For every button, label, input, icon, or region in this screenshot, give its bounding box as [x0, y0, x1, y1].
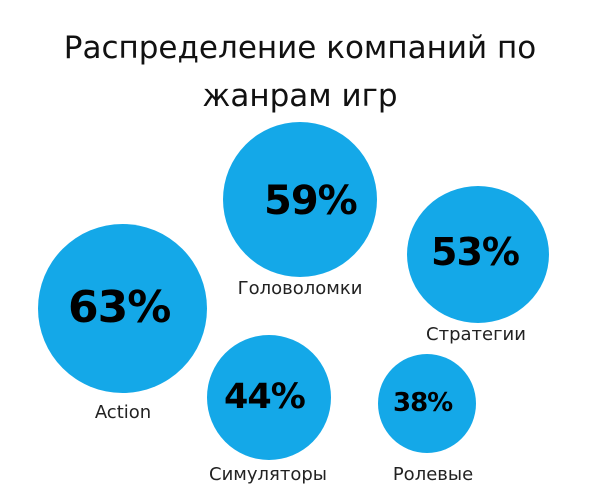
bubble-label-strategy: Стратегии	[426, 324, 526, 345]
bubble-action: 63%	[38, 224, 207, 393]
bubble-value-roleplay: 38%	[393, 388, 453, 418]
bubble-strategy: 53%	[407, 186, 549, 323]
bubble-value-action: 63%	[68, 282, 171, 333]
chart-title-line-1: Распределение компаний по	[63, 30, 537, 66]
bubble-roleplay: 38%	[378, 354, 476, 453]
bubble-label-simulators: Симуляторы	[209, 464, 327, 485]
bubble-value-puzzles: 59%	[264, 178, 358, 224]
bubble-label-puzzles: Головоломки	[237, 278, 363, 299]
bubble-puzzles: 59%	[223, 122, 377, 277]
bubble-label-action: Action	[94, 402, 152, 423]
chart-title: Распределение компаний по жанрам игр	[0, 24, 600, 120]
chart-title-line-2: жанрам игр	[202, 78, 398, 114]
bubble-value-simulators: 44%	[224, 377, 306, 417]
bubble-value-strategy: 53%	[431, 230, 520, 274]
bubble-label-roleplay: Ролевые	[392, 464, 474, 485]
bubble-simulators: 44%	[207, 335, 331, 460]
